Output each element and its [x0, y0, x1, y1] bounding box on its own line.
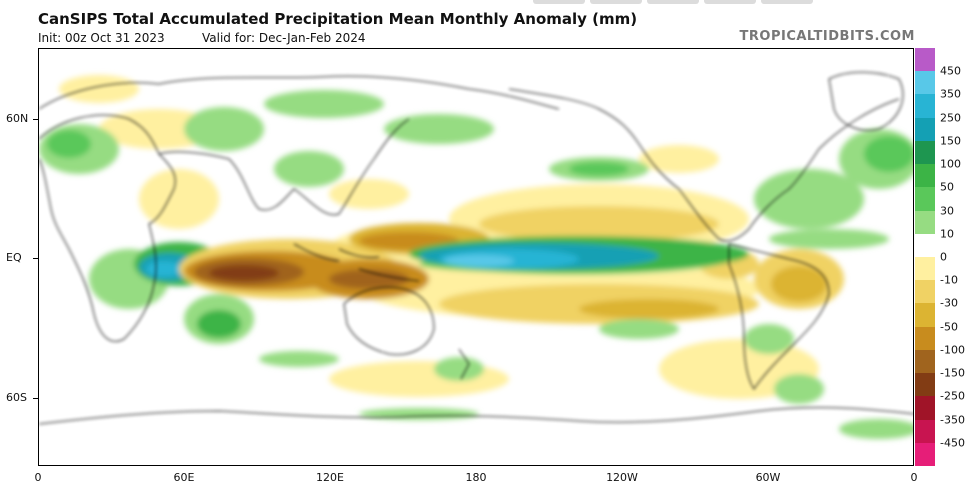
site-watermark[interactable]: TROPICALTIDBITS.COM: [739, 29, 915, 44]
colorbar-label: 10: [940, 227, 954, 241]
lat-label-60s: 60S: [6, 391, 27, 404]
colorbar-segment: [915, 164, 935, 188]
colorbar-segment: [915, 419, 935, 444]
colorbar-segment: [915, 210, 935, 235]
colorbar-segment: [915, 140, 935, 165]
colorbar-segment: [915, 349, 935, 374]
colorbar-label: -150: [940, 366, 965, 380]
lon-label-120e: 120E: [316, 471, 344, 484]
colorbar-segment: [915, 48, 935, 72]
toolbar-button[interactable]: [761, 0, 813, 4]
colorbar-segment: [915, 303, 935, 328]
toolbar-button[interactable]: [704, 0, 756, 4]
lon-label-120w: 120W: [606, 471, 638, 484]
colorbar-segment: [915, 94, 935, 119]
tick: [33, 119, 38, 120]
colorbar-label: -100: [940, 343, 965, 357]
toolbar-button[interactable]: [590, 0, 642, 4]
colorbar-segment: [915, 442, 935, 467]
lat-label-60n: 60N: [6, 112, 29, 125]
map-title: CanSIPS Total Accumulated Precipitation …: [38, 10, 638, 28]
anomaly-field: [39, 75, 913, 439]
colorbar-label: 150: [940, 134, 961, 148]
lon-label-60w: 60W: [755, 471, 781, 484]
valid-period: Valid for: Dec-Jan-Feb 2024: [202, 31, 366, 45]
tick: [33, 258, 38, 259]
tick: [33, 398, 38, 399]
lon-label-0: 0: [34, 471, 42, 484]
colorbar: [915, 48, 935, 467]
colorbar-segment: [915, 117, 935, 142]
colorbar-segment: [915, 71, 935, 95]
colorbar-label: 350: [940, 87, 961, 101]
colorbar-label: 30: [940, 204, 954, 218]
colorbar-label: -350: [940, 413, 965, 427]
colorbar-label: 50: [940, 180, 954, 194]
colorbar-segment: [915, 396, 935, 421]
colorbar-segment: [915, 187, 935, 212]
toolbar-button[interactable]: [647, 0, 699, 4]
colorbar-segment: [915, 373, 935, 397]
colorbar-segment: [915, 233, 935, 258]
precipitation-anomaly-map: [38, 48, 914, 466]
colorbar-label: -450: [940, 436, 965, 450]
colorbar-segment: [915, 257, 935, 281]
colorbar-label: -30: [940, 296, 958, 310]
lon-label-60e: 60E: [173, 471, 195, 484]
colorbar-segment: [915, 280, 935, 304]
colorbar-label: 0: [940, 250, 947, 264]
lon-label-180: 180: [465, 471, 487, 484]
coastlines: [39, 71, 913, 425]
init-time: Init: 00z Oct 31 2023: [38, 31, 165, 45]
colorbar-label: -250: [940, 389, 965, 403]
colorbar-label: -50: [940, 320, 958, 334]
colorbar-label: 250: [940, 111, 961, 125]
colorbar-segment: [915, 326, 935, 351]
colorbar-label: -10: [940, 273, 958, 287]
colorbar-label: 100: [940, 157, 961, 171]
colorbar-label: 450: [940, 64, 961, 78]
map-canvas: [39, 71, 913, 439]
toolbar-button[interactable]: [533, 0, 585, 4]
lat-label-eq: EQ: [6, 251, 22, 264]
lon-label-0-end: 0: [910, 471, 918, 484]
